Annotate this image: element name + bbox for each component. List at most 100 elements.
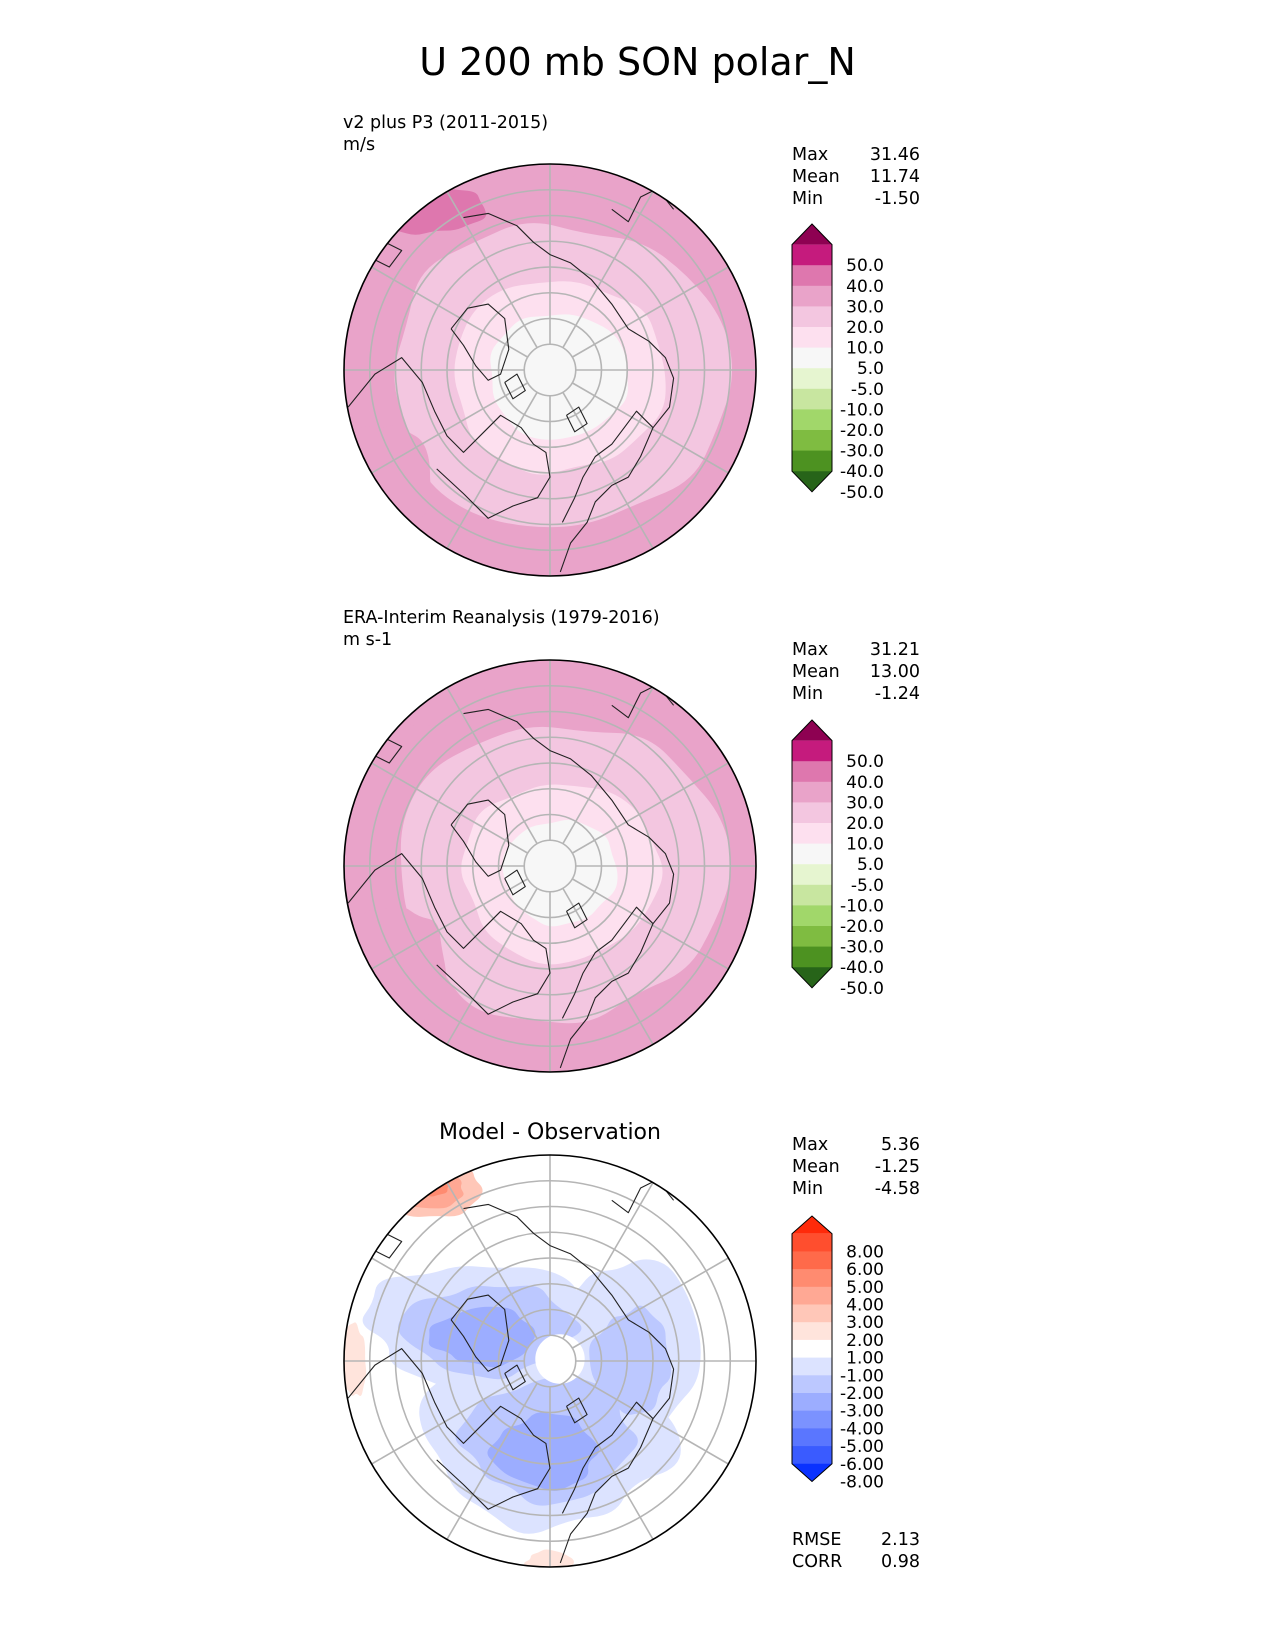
colorbar-swatch (792, 1269, 832, 1288)
map-3-group (343, 1154, 757, 1568)
map-boundary (343, 659, 757, 1073)
colorbar-tick-label: 30.0 (846, 297, 884, 317)
colorbar-swatch (792, 946, 832, 968)
colorbar-tick-label: 20.0 (846, 814, 884, 834)
colorbar-extend-max (792, 224, 832, 245)
colorbar-tick-label: -6.00 (840, 1455, 884, 1475)
colorbar-tick-label: -50.0 (840, 979, 884, 999)
colorbar-tick-label: -20.0 (840, 917, 884, 937)
colorbar-tick-label: -40.0 (840, 462, 884, 482)
colorbar-tick-label: 8.00 (846, 1242, 884, 1262)
colorbar-swatch (792, 1304, 832, 1323)
colorbar-tick-label: -10.0 (840, 896, 884, 916)
colorbar-tick-label: 4.00 (846, 1296, 884, 1316)
colorbar-swatch (792, 1428, 832, 1447)
colorbar-swatch (792, 864, 832, 886)
colorbar-extend-min (792, 471, 832, 492)
coastlines (347, 188, 675, 573)
panel3-stats: Max 5.36 Mean -1.25 Min -4.58 (792, 1134, 920, 1200)
panel2-mean-value: 13.00 (869, 662, 920, 682)
colorbar-tick-label: 20.0 (846, 318, 884, 338)
panel3-min-value: -4.58 (874, 1179, 920, 1199)
colorbar-swatch (792, 388, 832, 410)
colorbar-swatch (792, 802, 832, 824)
colorbar-swatch (792, 1251, 832, 1270)
colorbar-swatch (792, 409, 832, 431)
colorbar-swatch (792, 450, 832, 472)
colorbar-tick-label: -2.00 (840, 1384, 884, 1404)
colorbar-swatch (792, 1375, 832, 1394)
colorbar-tick-label: -5.00 (840, 1437, 884, 1457)
colorbar-swatch (792, 1357, 832, 1376)
colorbar-swatch (792, 781, 832, 803)
colorbar-tick-label: 40.0 (846, 773, 884, 793)
colorbar-swatch (792, 740, 832, 762)
graticule (344, 660, 756, 1072)
colorbar-swatch (792, 1410, 832, 1429)
panel3-max-value: 5.36 (881, 1135, 920, 1155)
anomaly-patch (487, 1412, 600, 1491)
colorbar-tick-label: 1.00 (846, 1349, 884, 1369)
colorbar-2: 50.040.030.020.010.05.0-5.0-10.0-20.0-30… (791, 719, 884, 999)
colorbar-swatch (792, 244, 832, 266)
panel1-min-label: Min (792, 189, 824, 209)
colorbar-tick-label: 5.0 (857, 855, 884, 875)
colorbar-tick-label: 30.0 (846, 793, 884, 813)
colorbar-tick-label: -8.00 (840, 1473, 884, 1493)
colorbar-swatch (792, 1233, 832, 1252)
panel1-max-label: Max (792, 145, 829, 165)
panel3-corr-value: 0.98 (881, 1552, 920, 1572)
colorbar-tick-label: -1.00 (840, 1366, 884, 1386)
panel2-max-value: 31.21 (869, 640, 920, 660)
graticule (344, 1155, 756, 1567)
panel2-min-value: -1.24 (874, 684, 920, 704)
colorbar-swatch (792, 905, 832, 927)
panel1-max-value: 31.46 (869, 145, 920, 165)
panel1-min-value: -1.50 (874, 189, 920, 209)
colorbar-swatch (792, 306, 832, 328)
panel3-rmse-value: 2.13 (881, 1530, 920, 1550)
colorbar-tick-label: -10.0 (840, 400, 884, 420)
colorbar-tick-label: 50.0 (846, 256, 884, 276)
colorbar-swatch (792, 347, 832, 369)
colorbar-swatch (792, 761, 832, 783)
panel3-corr-label: CORR (792, 1552, 843, 1572)
panel1-mean-label: Mean (792, 167, 840, 187)
colorbar-extend-max (792, 1216, 832, 1234)
map-boundary (343, 163, 757, 577)
colorbar-swatch (792, 1446, 832, 1465)
colorbar-3: 8.006.005.004.003.002.001.00-1.00-2.00-3… (791, 1215, 884, 1493)
panel2-stats: Max 31.21 Mean 13.00 Min -1.24 (792, 639, 920, 705)
panel2-units: m s-1 (343, 630, 393, 650)
colorbar-tick-label: -40.0 (840, 958, 884, 978)
colorbar-extend-min (792, 967, 832, 988)
panel3-min-label: Min (792, 1179, 824, 1199)
colorbar-tick-label: 50.0 (846, 752, 884, 772)
panel1-stats: Max 31.46 Mean 11.74 Min -1.50 (792, 144, 920, 210)
panel1-title: v2 plus P3 (2011-2015) (343, 113, 549, 133)
colorbar-tick-label: -30.0 (840, 442, 884, 462)
colorbar-swatch (792, 1322, 832, 1341)
colorbar-1: 50.040.030.020.010.05.0-5.0-10.0-20.0-30… (791, 223, 884, 503)
colorbar-tick-label: -4.00 (840, 1419, 884, 1439)
colorbar-swatch (792, 285, 832, 307)
colorbar-tick-label: -5.0 (851, 380, 884, 400)
anomaly-patch (344, 1322, 367, 1397)
colorbar-swatch (792, 926, 832, 947)
colorbar-swatch (792, 327, 832, 348)
colorbar-extend-max (792, 720, 832, 741)
colorbar-tick-label: 10.0 (846, 835, 884, 855)
panel3-rmse-label: RMSE (792, 1530, 842, 1550)
colorbar-tick-label: 40.0 (846, 277, 884, 297)
panel3-max-label: Max (792, 1135, 829, 1155)
panel3-mean-label: Mean (792, 1157, 840, 1177)
panel3-metrics: RMSE 2.13 CORR 0.98 (792, 1529, 920, 1573)
colorbar-swatch (792, 843, 832, 865)
colorbar-tick-label: 5.0 (857, 359, 884, 379)
map-boundary (343, 1154, 757, 1568)
colorbar-swatch (792, 265, 832, 287)
colorbar-swatch (792, 430, 832, 451)
colorbar-tick-label: -3.00 (840, 1402, 884, 1422)
panel2-max-label: Max (792, 640, 829, 660)
